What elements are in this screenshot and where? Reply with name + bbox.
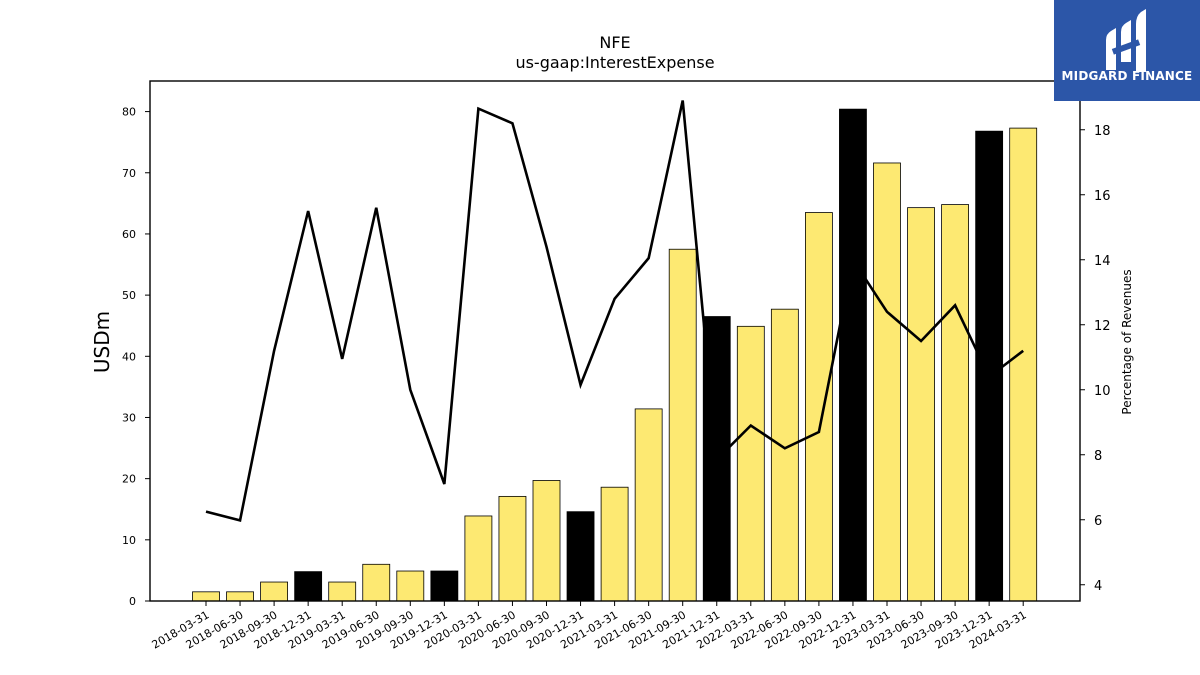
bar-2021-09-30: [668, 248, 697, 602]
bar-2023-12-31: [975, 130, 1004, 602]
bar-2022-03-31: [736, 325, 765, 602]
percentage-line: [205, 100, 1024, 523]
y-tick-label: 70: [122, 167, 136, 180]
bar-2020-12-31: [566, 511, 595, 602]
bar-2021-06-30: [634, 408, 663, 602]
bar-2023-03-31: [873, 162, 901, 602]
bar-series: [192, 108, 1038, 602]
bar-2019-12-31: [430, 570, 459, 602]
bar-2018-12-31: [294, 571, 323, 602]
bar-2020-06-30: [498, 495, 527, 602]
bar-2024-03-31: [1009, 127, 1038, 602]
x-axis: 2018-03-312018-06-302018-09-302018-12-31…: [150, 601, 1029, 652]
y2-tick-label: 6: [1094, 514, 1102, 529]
y2-tick-label: 12: [1094, 319, 1111, 334]
y-axis-label: USDm: [90, 311, 114, 373]
bar-2019-09-30: [396, 570, 425, 602]
bar-2022-09-30: [805, 212, 833, 602]
bar-2022-12-31: [839, 108, 867, 602]
bar-2018-09-30: [260, 581, 289, 602]
y-tick-label: 10: [122, 534, 136, 547]
logo-mark-icon: [1106, 9, 1146, 72]
bar-2022-06-30: [770, 308, 799, 602]
chart-subtitle: us-gaap:InterestExpense: [515, 53, 714, 72]
y2-tick-label: 14: [1094, 254, 1111, 269]
bar-2019-06-30: [362, 563, 391, 602]
bar-2018-03-31: [192, 591, 220, 602]
chart-title: NFE: [599, 33, 630, 52]
logo-text: MIDGARD FINANCE: [1061, 69, 1193, 83]
bar-2020-03-31: [464, 515, 493, 602]
y-tick-label: 30: [122, 411, 136, 424]
y2-tick-label: 10: [1094, 384, 1111, 399]
y2-tick-label: 18: [1094, 124, 1111, 139]
y2-axis-label: Percentage of Revenues: [1120, 269, 1134, 414]
y-tick-label: 40: [122, 350, 136, 363]
bar-2023-09-30: [941, 204, 969, 602]
y-tick-label: 50: [122, 289, 136, 302]
y2-tick-label: 4: [1094, 579, 1102, 594]
y-tick-label: 20: [122, 473, 136, 486]
bar-2020-09-30: [532, 480, 561, 602]
y-tick-label: 0: [129, 595, 136, 608]
y2-tick-label: 8: [1094, 449, 1102, 464]
y2-tick-label: 16: [1094, 189, 1111, 204]
left-axis: 0 10 20 30 40 50 60 70 80: [122, 106, 150, 608]
y-tick-label: 60: [122, 228, 136, 241]
bar-2023-06-30: [907, 207, 935, 602]
right-axis: 4 6 8 10 12 14 16 18: [1080, 124, 1111, 594]
bar-2019-03-31: [328, 581, 357, 602]
bar-2021-03-31: [600, 486, 629, 602]
brand-logo: MIDGARD FINANCE: [1054, 0, 1200, 101]
bar-2018-06-30: [226, 591, 254, 602]
y-tick-label: 80: [122, 106, 136, 119]
